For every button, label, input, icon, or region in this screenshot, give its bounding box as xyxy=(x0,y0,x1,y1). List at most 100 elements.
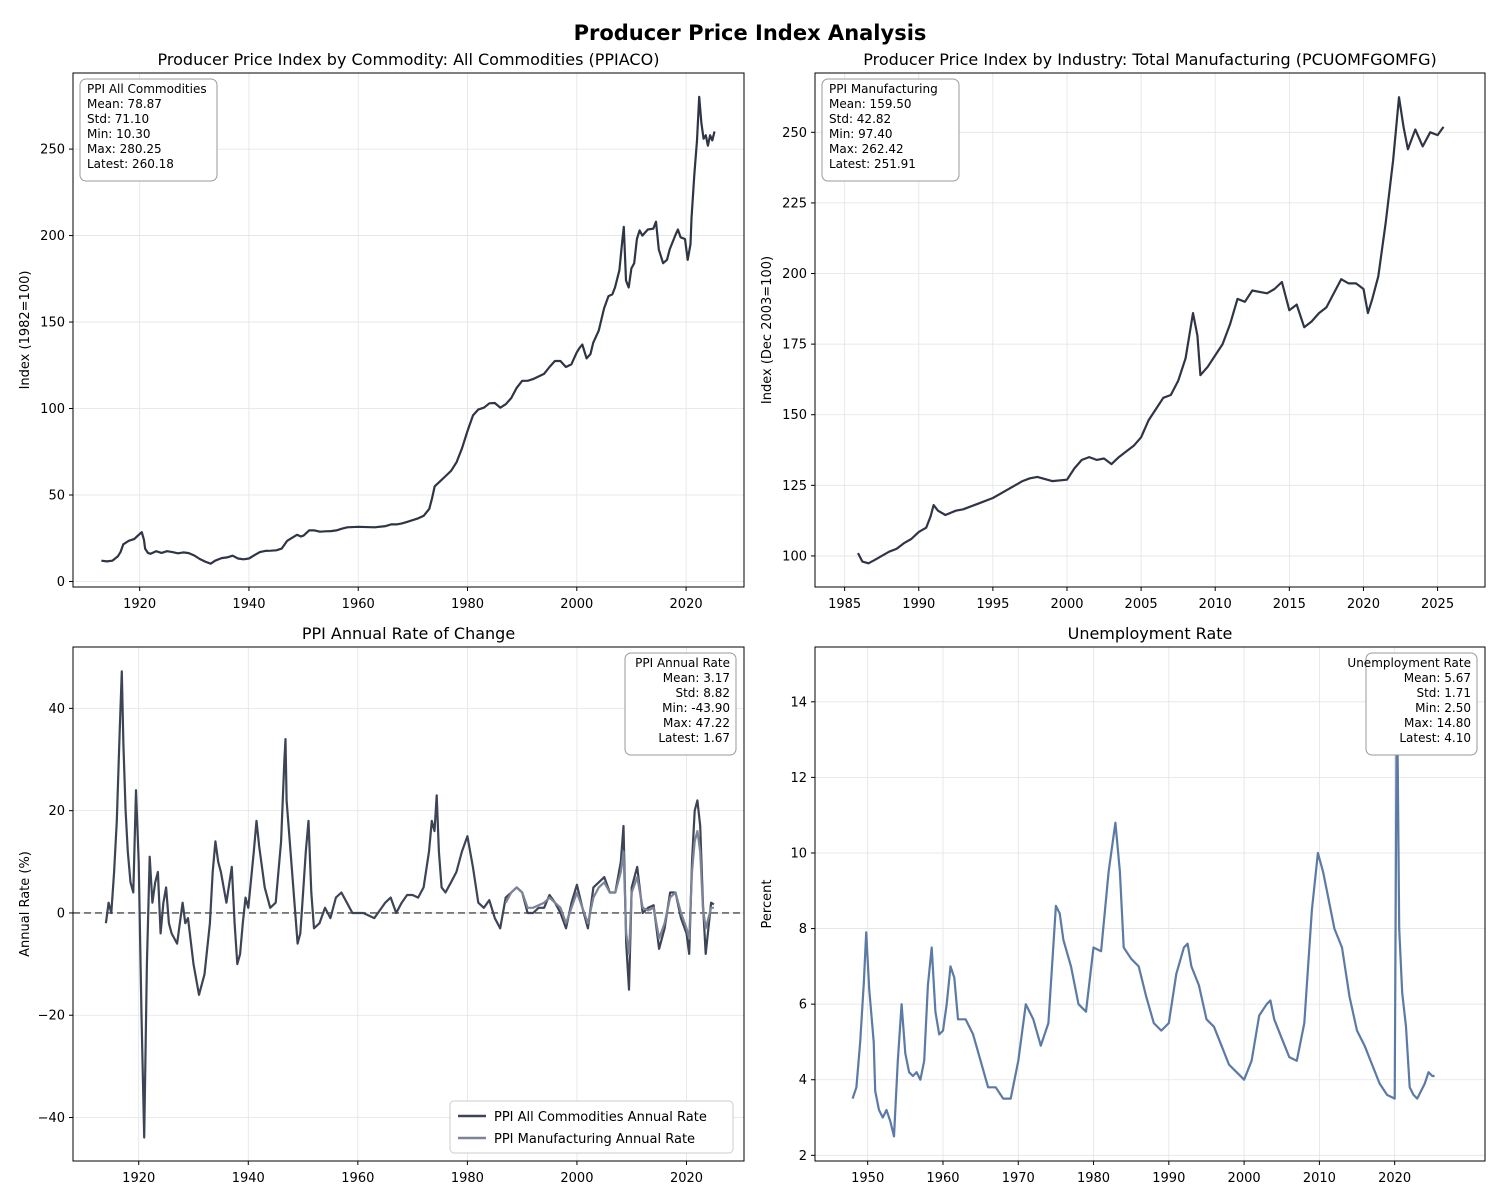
stats-line: Latest: 260.18 xyxy=(87,157,174,171)
stats-box-frame xyxy=(821,78,960,182)
x-tick-label: 1940 xyxy=(232,597,265,612)
y-axis-label: Percent xyxy=(760,880,775,929)
x-tick-label: 2020 xyxy=(670,597,703,612)
x-tick-label: 1970 xyxy=(1002,1171,1035,1186)
y-tick-label: 6 xyxy=(799,998,807,1013)
y-tick-label: −40 xyxy=(38,1111,65,1126)
x-tick-label: 1980 xyxy=(451,1171,484,1186)
x-tick-label: 1960 xyxy=(341,1171,374,1186)
x-tick-label: 2000 xyxy=(560,597,593,612)
y-tick-label: 250 xyxy=(40,143,65,158)
chart-ppi_mfg: 1985 1990 1995 2000 2005 2010 2015 2020 2025 100 1… xyxy=(760,50,1486,612)
y-tick-label: 225 xyxy=(782,196,807,211)
x-tick-label: 1990 xyxy=(902,597,935,612)
y-tick-label: 20 xyxy=(48,804,65,819)
x-tick-label: 2010 xyxy=(1303,1171,1336,1186)
figure-suptitle: Producer Price Index Analysis xyxy=(574,21,927,45)
stats-line: PPI Manufacturing xyxy=(829,82,938,96)
x-tick-label: 1990 xyxy=(1152,1171,1185,1186)
y-tick-label: 100 xyxy=(782,549,807,564)
stats-line: Max: 14.80 xyxy=(1404,716,1471,730)
stats-line: Max: 47.22 xyxy=(663,716,730,730)
y-tick-label: 100 xyxy=(40,402,65,417)
stats-line: Unemployment Rate xyxy=(1347,656,1471,670)
stats-line: Std: 8.82 xyxy=(675,686,730,700)
stats-box-frame xyxy=(79,78,218,182)
y-tick-label: 200 xyxy=(782,267,807,282)
y-tick-label: 2 xyxy=(799,1149,807,1164)
series-line-1 xyxy=(104,670,715,1139)
x-tick-label: 1920 xyxy=(123,597,156,612)
x-tick-label: 1960 xyxy=(342,597,375,612)
plot-frame xyxy=(72,72,745,588)
y-tick-label: 8 xyxy=(799,922,807,937)
x-tick-label: 2005 xyxy=(1125,597,1158,612)
x-tick-label: 1980 xyxy=(1077,1171,1110,1186)
y-tick-label: 150 xyxy=(40,316,65,331)
x-tick-label: 2020 xyxy=(670,1171,703,1186)
stats-line: Max: 262.42 xyxy=(829,142,904,156)
stats-box-frame xyxy=(624,652,737,756)
stats-line: Std: 1.71 xyxy=(1416,686,1471,700)
y-tick-label: 14 xyxy=(790,695,807,710)
stats-line: Min: 2.50 xyxy=(1415,701,1471,715)
x-tick-label: 1940 xyxy=(232,1171,265,1186)
stats-line: Mean: 78.87 xyxy=(87,97,162,111)
stats-line: Mean: 5.67 xyxy=(1404,671,1471,685)
y-tick-label: 0 xyxy=(57,906,65,921)
chart-ppi_all: 1920 1940 1960 1980 2000 2020 0 50 100 150 200 250 P… xyxy=(18,50,745,612)
y-tick-label: 175 xyxy=(782,338,807,353)
x-tick-label: 2000 xyxy=(1050,597,1083,612)
plot-frame xyxy=(814,646,1486,1162)
stats-line: PPI All Commodities xyxy=(87,82,207,96)
chart-unrate: 1950 1960 1970 1980 1990 2000 2010 2020 2 4 6 8 10 12… xyxy=(760,624,1486,1186)
x-tick-label: 2020 xyxy=(1378,1171,1411,1186)
x-tick-label: 1920 xyxy=(122,1171,155,1186)
stats-line: Std: 71.10 xyxy=(87,112,149,126)
y-axis-label: Index (1982=100) xyxy=(18,271,33,390)
chart-title: Producer Price Index by Commodity: All C… xyxy=(158,50,660,69)
stats-line: Latest: 251.91 xyxy=(829,157,916,171)
y-tick-label: 150 xyxy=(782,408,807,423)
stats-box-frame xyxy=(1365,652,1478,756)
stats-line: Latest: 1.67 xyxy=(658,731,730,745)
legend-label: PPI All Commodities Annual Rate xyxy=(494,1110,707,1125)
y-tick-label: 200 xyxy=(40,229,65,244)
x-tick-label: 1985 xyxy=(828,597,861,612)
y-tick-label: 50 xyxy=(48,488,65,503)
plot-frame xyxy=(72,646,745,1162)
x-tick-label: 2000 xyxy=(1228,1171,1261,1186)
stats-line: Std: 42.82 xyxy=(829,112,891,126)
x-tick-label: 1980 xyxy=(451,597,484,612)
stats-line: PPI Annual Rate xyxy=(635,656,730,670)
y-tick-label: 0 xyxy=(57,575,65,590)
y-tick-label: 40 xyxy=(48,702,65,717)
stats-line: Min: 97.40 xyxy=(829,127,893,141)
chart-title: Producer Price Index by Industry: Total … xyxy=(863,50,1436,69)
stats-line: Latest: 4.10 xyxy=(1399,731,1471,745)
stats-line: Mean: 3.17 xyxy=(663,671,730,685)
series-line-1 xyxy=(851,670,1435,1138)
x-tick-label: 2025 xyxy=(1421,597,1454,612)
y-tick-label: 125 xyxy=(782,479,807,494)
y-tick-label: 12 xyxy=(790,771,807,786)
series-line-2 xyxy=(504,830,714,955)
stats-line: Min: 10.30 xyxy=(87,127,151,141)
y-tick-label: 250 xyxy=(782,126,807,141)
x-tick-label: 2020 xyxy=(1347,597,1380,612)
x-tick-label: 2015 xyxy=(1273,597,1306,612)
legend: PPI All Commodities Annual Rate PPI Manuf… xyxy=(449,1100,734,1154)
y-axis-label: Index (Dec 2003=100) xyxy=(760,256,775,404)
y-tick-label: 4 xyxy=(799,1073,807,1088)
y-tick-label: 10 xyxy=(790,846,807,861)
y-axis-label: Annual Rate (%) xyxy=(18,851,33,957)
series-line-1 xyxy=(857,96,1445,565)
x-tick-label: 2000 xyxy=(560,1171,593,1186)
x-tick-label: 1960 xyxy=(926,1171,959,1186)
chart-title: Unemployment Rate xyxy=(1068,624,1233,643)
